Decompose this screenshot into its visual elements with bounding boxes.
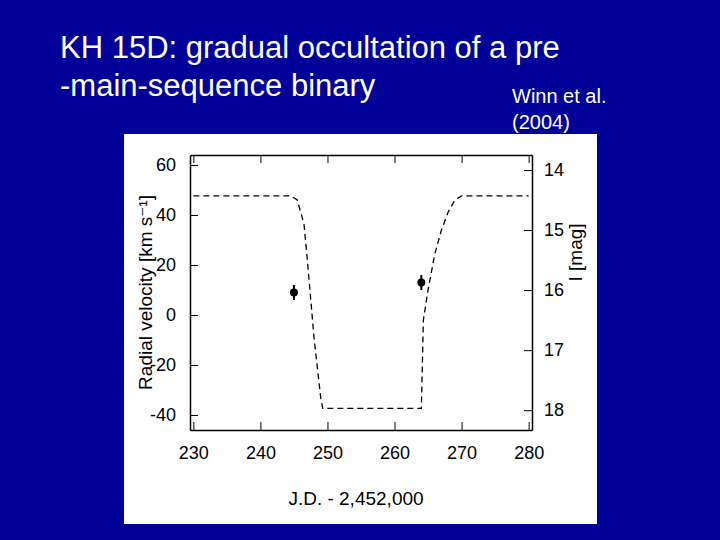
light-curve (193, 196, 528, 409)
tick-label: 14 (544, 160, 564, 180)
tick-mark (190, 315, 198, 316)
tick-mark (190, 365, 198, 366)
tick-label: 40 (156, 205, 176, 225)
tick-mark (524, 230, 532, 231)
tick-mark (395, 422, 396, 430)
tick (260, 155, 261, 163)
tick-mark (524, 410, 532, 411)
tick-mark (327, 422, 328, 430)
chart-box (124, 134, 597, 524)
tick-mark (524, 350, 532, 351)
tick-label: 250 (313, 443, 343, 463)
tick-mark (193, 422, 194, 430)
tick (462, 155, 463, 163)
tick: -40 (150, 405, 198, 425)
tick-mark (529, 422, 530, 430)
x-axis-top (191, 155, 533, 163)
tick-label: 16 (544, 280, 564, 300)
tick-mark (462, 155, 463, 163)
tick-label: 20 (156, 255, 176, 275)
tick: 20 (156, 255, 198, 275)
tick-label: -40 (150, 405, 176, 425)
rv-point (417, 279, 425, 287)
tick: 280 (514, 422, 544, 463)
tick-mark (524, 290, 532, 291)
tick-label: 240 (246, 443, 276, 463)
tick-label: 60 (156, 155, 176, 175)
tick (327, 155, 328, 163)
tick-label: 280 (514, 443, 544, 463)
tick: 15 (524, 220, 564, 240)
x-axis: 230 240 250 260 270 280 (179, 422, 544, 463)
tick: 250 (313, 422, 343, 463)
annotation: Winn et al. (512, 85, 606, 107)
annotation: (2004) (512, 111, 570, 133)
rv-point (290, 289, 298, 297)
tick-mark (190, 215, 198, 216)
y-axis: -40 -20 0 20 40 60 (150, 155, 198, 430)
tick: -20 (150, 355, 198, 375)
axis-line (532, 156, 534, 431)
tick-mark (193, 155, 194, 163)
tick-label: 0 (166, 305, 176, 325)
title: -main-sequence binary (60, 68, 376, 103)
tick-mark (529, 155, 530, 163)
tick: 270 (447, 422, 477, 463)
y-axis-title: Radial velocity [km s⁻¹] (135, 195, 156, 390)
plot-area (193, 196, 528, 409)
tick (395, 155, 396, 163)
tick-mark (190, 415, 198, 416)
tick-label: 260 (380, 443, 410, 463)
tick-mark (524, 170, 532, 171)
tick: 18 (524, 400, 564, 420)
tick-label: 18 (544, 400, 564, 420)
tick: 40 (156, 205, 198, 225)
tick-mark (260, 155, 261, 163)
tick: 260 (380, 422, 410, 463)
tick: 17 (524, 340, 564, 360)
tick (193, 155, 194, 163)
tick-label: 230 (179, 443, 209, 463)
axis-line (191, 430, 533, 432)
tick: 240 (246, 422, 276, 463)
tick-label: 17 (544, 340, 564, 360)
tick-label: 270 (447, 443, 477, 463)
background (0, 0, 720, 540)
axis-line (190, 156, 192, 431)
tick: 230 (179, 422, 209, 463)
tick-mark (190, 265, 198, 266)
tick: 16 (524, 280, 564, 300)
slide: Winn et al. (2004) KH 15D: gradual occulta… (0, 0, 720, 540)
tick: 14 (524, 160, 564, 180)
tick: 0 (166, 305, 198, 325)
x-axis-title: J.D. - 2,452,000 (288, 488, 423, 509)
tick-mark (190, 165, 198, 166)
tick-mark (395, 155, 396, 163)
tick-mark (260, 422, 261, 430)
tick-mark (327, 155, 328, 163)
axis-line (191, 155, 533, 157)
y2-axis-title: I [mag] (565, 223, 586, 281)
tick (529, 155, 530, 163)
y2-axis: 14 15 16 17 18 (524, 156, 564, 431)
tick-label: 15 (544, 220, 564, 240)
tick: 60 (156, 155, 198, 175)
title: KH 15D: gradual occultation of a pre (60, 30, 560, 65)
tick-mark (462, 422, 463, 430)
